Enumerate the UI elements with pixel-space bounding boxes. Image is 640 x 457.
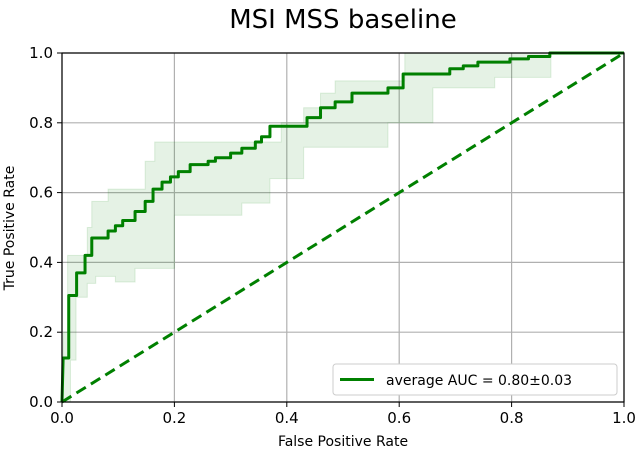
x-tick-label: 0.6 [387, 409, 411, 427]
x-tick-label: 0.4 [275, 409, 299, 427]
x-tick-label: 0.2 [162, 409, 186, 427]
legend-label: average AUC = 0.80±0.03 [386, 373, 572, 389]
plot-frame [61, 52, 625, 403]
x-tick-label: 0.0 [50, 409, 74, 427]
axis-ticks: 0.0 0.2 0.4 0.6 0.8 1.0 0.0 0.2 0.4 0.6 0.8 1.0 [29, 44, 636, 427]
x-tick-label: 0.8 [500, 409, 524, 427]
legend: average AUC = 0.80±0.03 [332, 363, 618, 396]
confidence-band [61, 52, 624, 403]
chart-title: MSI MSS baseline [229, 5, 456, 35]
x-axis-label: False Positive Rate [278, 434, 408, 450]
y-tick-label: 0.8 [29, 114, 53, 132]
y-tick-label: 0.2 [29, 323, 53, 341]
x-tick-label: 1.0 [612, 409, 636, 427]
legend-box [332, 363, 618, 396]
y-tick-label: 0.4 [29, 253, 53, 271]
y-axis-label: True Positive Rate [2, 166, 18, 292]
y-tick-label: 1.0 [29, 44, 53, 62]
chance-diagonal-line [61, 51, 625, 404]
std-band-area [61, 52, 624, 403]
mean-roc-line [60, 51, 624, 403]
y-tick-label: 0.6 [29, 184, 53, 202]
y-tick-label: 0.0 [29, 393, 53, 411]
series-lines [60, 51, 625, 404]
